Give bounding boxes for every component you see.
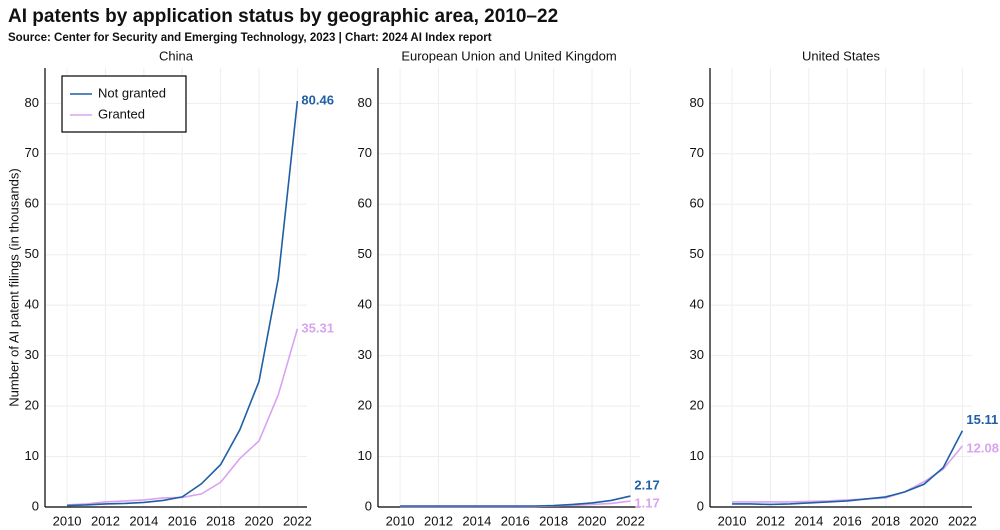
x-tick-label: 2022 [948, 513, 977, 528]
x-tick-label: 2010 [718, 513, 747, 528]
x-tick-label: 2010 [386, 513, 415, 528]
y-tick-label: 0 [32, 498, 39, 513]
legend-label: Granted [98, 106, 145, 121]
series-line [67, 100, 299, 507]
y-tick-label: 70 [25, 145, 39, 160]
x-tick-label: 2020 [910, 513, 939, 528]
x-tick-label: 2012 [424, 513, 453, 528]
x-tick-label: 2016 [833, 513, 862, 528]
panel-title: China [159, 48, 194, 63]
x-tick-label: 2018 [539, 513, 568, 528]
y-tick-label: 10 [690, 448, 704, 463]
y-tick-label: 80 [358, 95, 372, 110]
data-label: 35.31 [301, 320, 334, 335]
y-tick-label: 10 [358, 448, 372, 463]
x-tick-label: 2020 [578, 513, 607, 528]
chart-source: Source: Center for Security and Emerging… [8, 32, 492, 44]
y-tick-label: 30 [690, 347, 704, 362]
x-tick-label: 2012 [756, 513, 785, 528]
y-tick-label: 40 [25, 297, 39, 312]
series-line [732, 430, 964, 506]
series-line [400, 495, 631, 507]
data-label: 12.08 [966, 440, 999, 455]
data-label: 2.17 [634, 477, 659, 492]
x-tick-label: 2016 [501, 513, 530, 528]
legend-box [61, 75, 187, 133]
y-tick-label: 70 [690, 145, 704, 160]
chart-title: AI patents by application status by geog… [8, 6, 558, 27]
x-tick-label: 2014 [129, 513, 158, 528]
y-tick-label: 50 [358, 246, 372, 261]
x-tick-label: 2022 [616, 513, 645, 528]
series-line [732, 445, 964, 503]
x-tick-label: 2016 [168, 513, 197, 528]
y-tick-label: 30 [25, 347, 39, 362]
panel-title: European Union and United Kingdom [401, 48, 616, 63]
x-tick-label: 2010 [53, 513, 82, 528]
y-tick-label: 20 [25, 398, 39, 413]
y-tick-label: 20 [690, 398, 704, 413]
x-tick-label: 2012 [91, 513, 120, 528]
y-tick-label: 40 [690, 297, 704, 312]
y-tick-label: 60 [690, 196, 704, 211]
y-tick-label: 40 [358, 297, 372, 312]
x-tick-label: 2018 [206, 513, 235, 528]
y-tick-label: 70 [358, 145, 372, 160]
x-tick-label: 2020 [245, 513, 274, 528]
data-label: 15.11 [966, 412, 998, 427]
x-tick-label: 2014 [794, 513, 823, 528]
data-label: 80.46 [301, 92, 334, 107]
y-tick-label: 0 [365, 498, 372, 513]
y-axis-label: Number of AI patent filings (in thousand… [6, 168, 21, 406]
x-tick-label: 2014 [462, 513, 491, 528]
x-tick-label: 2022 [283, 513, 312, 528]
x-tick-label: 2018 [871, 513, 900, 528]
y-tick-label: 80 [690, 95, 704, 110]
panel-title: United States [802, 48, 881, 63]
legend-label: Not granted [98, 85, 166, 100]
y-tick-label: 60 [358, 196, 372, 211]
y-tick-label: 50 [25, 246, 39, 261]
y-tick-label: 50 [690, 246, 704, 261]
y-tick-label: 30 [358, 347, 372, 362]
data-label: 1.17 [634, 496, 659, 511]
y-tick-label: 0 [697, 498, 704, 513]
y-tick-label: 80 [25, 95, 39, 110]
y-tick-label: 10 [25, 448, 39, 463]
y-tick-label: 60 [25, 196, 39, 211]
y-tick-label: 20 [358, 398, 372, 413]
